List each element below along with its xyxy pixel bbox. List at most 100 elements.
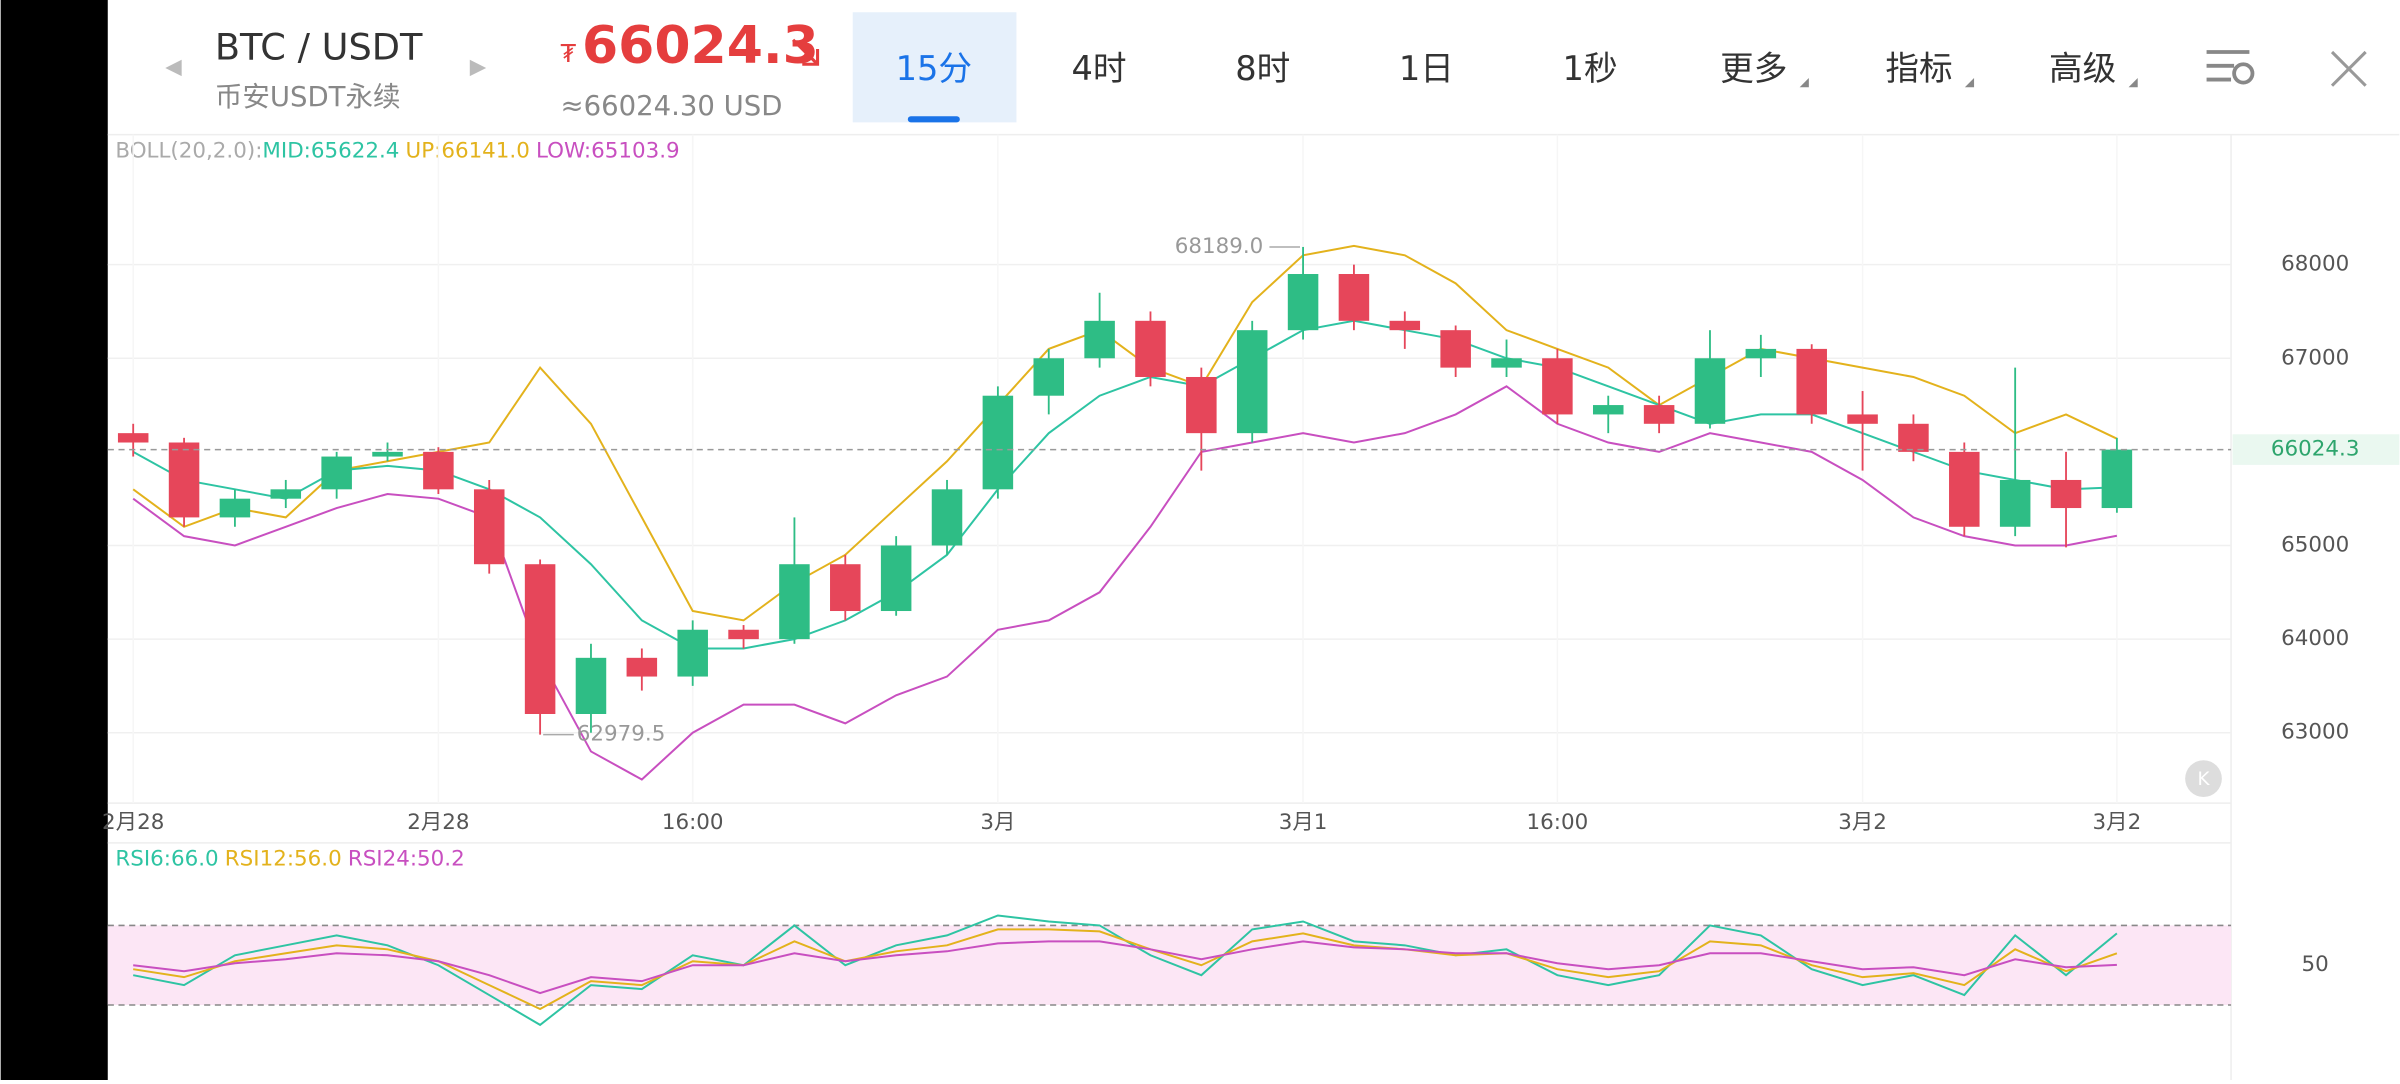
rsi12: RSI12:56.0 [225, 847, 342, 872]
candle-body [1287, 274, 1319, 331]
indicator-line [132, 385, 2118, 781]
candle-body [1236, 330, 1268, 434]
candle-body [1084, 320, 1115, 359]
rsi6: RSI6:66.0 [115, 847, 218, 872]
last-price-label: 66024.3 [2271, 437, 2360, 462]
y-tick-label: 67000 [2281, 345, 2349, 370]
candle-body [626, 657, 658, 677]
rsi-legend: RSI6:66.0 RSI12:56.0 RSI24:50.2 [115, 847, 464, 872]
price-usd: ≈66024.30 USD [561, 90, 783, 122]
y-tick-label: 68000 [2281, 252, 2349, 277]
candle-body [1338, 274, 1370, 321]
x-tick-label: 3月2 [1838, 810, 1887, 835]
candle-body [1694, 358, 1726, 424]
indicator-line [132, 244, 2118, 622]
x-tick-label: 3月2 [2093, 810, 2142, 835]
candle-body [1949, 451, 1980, 527]
candle-body [1440, 330, 1471, 368]
tab[interactable]: 4时 [1072, 49, 1127, 88]
reset-button[interactable] [2185, 760, 2222, 797]
candle-body [982, 395, 1014, 490]
left-bar [0, 0, 108, 1080]
tab-dropdown [1964, 78, 1975, 88]
tab-dropdown [2128, 78, 2138, 88]
candle-body [372, 451, 403, 457]
tab[interactable]: 高级 [2049, 49, 2116, 88]
boll-label: BOLL(20,2.0): [115, 138, 262, 163]
candle-body [219, 498, 251, 518]
down-arrow [792, 38, 820, 66]
candle-body [117, 433, 149, 443]
tab-indicator [907, 116, 960, 123]
tab[interactable]: 指标 [1885, 49, 1952, 88]
x-tick-label: 3月 [980, 810, 1015, 835]
candle-body [1033, 358, 1065, 396]
price: 66024.3 [582, 16, 819, 76]
candle-body [931, 489, 963, 546]
candle-body [1542, 358, 1573, 415]
currency-symbol: ₮ [561, 39, 577, 68]
indicator-line [132, 319, 2117, 650]
y-tick-label: 50 [2302, 952, 2329, 977]
candle-body [880, 545, 912, 612]
reset-icon[interactable]: K [2197, 769, 2210, 790]
x-tick-label: 2月28 [407, 810, 469, 835]
candle-body [1898, 423, 1929, 452]
tab[interactable]: 1日 [1399, 49, 1454, 88]
rsi24: RSI24:50.2 [348, 847, 465, 872]
candle-body [1745, 348, 1777, 359]
boll-up: UP:66141.0 [406, 138, 530, 163]
close-button[interactable] [2330, 50, 2367, 87]
rsi-band [107, 925, 2232, 1006]
candle-body [524, 564, 556, 714]
tab[interactable]: 更多 [1720, 49, 1787, 88]
tab[interactable]: 15分 [896, 49, 972, 88]
candle-body [728, 629, 759, 640]
settings-icon[interactable] [2206, 50, 2255, 85]
candle-body [830, 564, 861, 612]
x-tick-label: 16:00 [1527, 810, 1589, 835]
tab[interactable]: 8时 [1235, 49, 1290, 88]
candle-body [779, 564, 810, 640]
tab[interactable]: 1秒 [1563, 49, 1618, 88]
candle-body [1135, 320, 1166, 377]
tab-dropdown [1799, 78, 1809, 88]
prev-arrow[interactable]: ◀ [165, 54, 182, 79]
candle-body [321, 456, 352, 490]
last-price-tag [2232, 434, 2400, 465]
candle-body [677, 629, 708, 677]
candle-body [1796, 348, 1827, 415]
candle-body [270, 489, 302, 499]
boll-low: LOW:65103.9 [536, 138, 680, 163]
tab-selected-bg [852, 12, 1017, 123]
y-tick-label: 64000 [2281, 626, 2349, 651]
candle-body [1592, 405, 1624, 415]
candle-body [575, 657, 607, 714]
indicator-line [133, 940, 2117, 995]
candle-body [1491, 358, 1522, 368]
boll-mid: MID:65622.4 [262, 138, 399, 163]
candle-body [168, 442, 200, 518]
candle-body [473, 489, 505, 565]
market: 币安USDT永续 [215, 81, 401, 113]
candle-body [423, 451, 454, 490]
boll-legend: BOLL(20,2.0):MID:65622.4 UP:66141.0 LOW:65… [115, 138, 679, 163]
x-tick-label: 16:00 [662, 810, 724, 835]
candle-body [1389, 320, 1421, 331]
x-tick-label: 3月1 [1279, 810, 1328, 835]
candle-body [2101, 449, 2133, 509]
pair: BTC / USDT [215, 25, 423, 68]
annotation: 62979.5 [577, 722, 666, 747]
candle-body [2050, 479, 2082, 509]
y-tick-label: 65000 [2281, 532, 2349, 557]
next-arrow[interactable]: ▶ [470, 54, 487, 79]
candle-body [1643, 405, 1675, 424]
x-tick-label: 2月28 [102, 810, 164, 835]
candle-body [1847, 414, 1878, 424]
y-tick-label: 63000 [2281, 720, 2349, 745]
indicator-line [133, 928, 2118, 1011]
annotation: 68189.0 [1175, 234, 1264, 259]
candle-body [1999, 479, 2031, 527]
